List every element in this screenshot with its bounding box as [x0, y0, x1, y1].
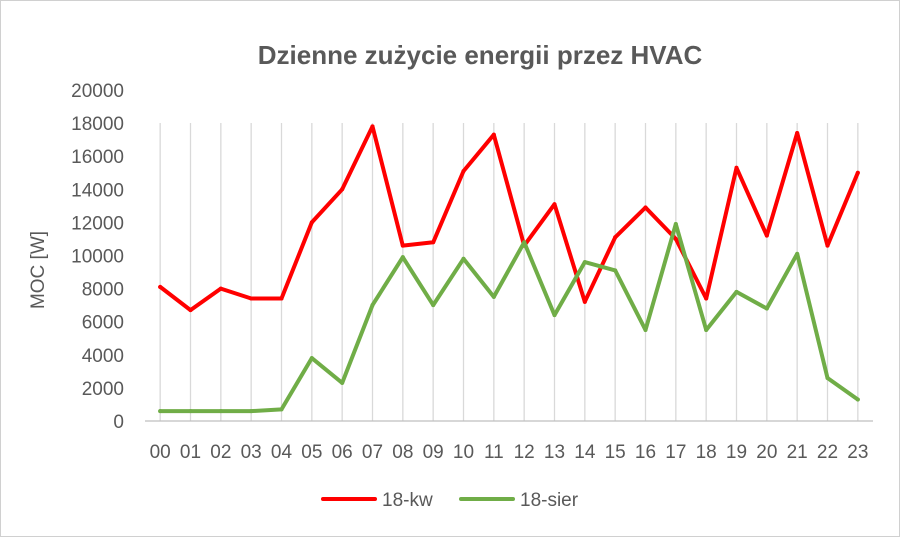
point-18-sier-15	[613, 268, 618, 273]
point-18-kw-08	[400, 243, 405, 248]
point-18-sier-19	[734, 289, 739, 294]
point-18-kw-06	[340, 187, 345, 192]
x-tick-20: 20	[756, 442, 777, 463]
point-18-kw-14	[582, 299, 587, 304]
y-tick-10000: 10000	[71, 247, 124, 268]
point-18-kw-05	[309, 220, 314, 225]
x-tick-12: 12	[514, 442, 535, 463]
x-tick-14: 14	[574, 442, 596, 463]
x-tick-10: 10	[453, 442, 474, 463]
point-18-sier-16	[643, 327, 648, 332]
y-tick-20000: 20000	[71, 81, 124, 102]
legend-label-18-sier: 18-sier	[520, 490, 579, 511]
point-18-sier-17	[673, 222, 678, 227]
y-tick-2000: 2000	[82, 379, 124, 400]
x-tick-15: 15	[605, 442, 626, 463]
point-18-kw-13	[552, 202, 557, 207]
x-tick-03: 03	[241, 442, 262, 463]
point-18-sier-05	[309, 356, 314, 361]
y-tick-6000: 6000	[82, 313, 124, 334]
x-tick-04: 04	[271, 442, 293, 463]
point-18-sier-13	[552, 313, 557, 318]
legend: 18-kw 18-sier	[321, 490, 579, 511]
point-18-kw-00	[158, 284, 163, 289]
series-line-18-sier	[158, 222, 860, 414]
point-18-kw-03	[249, 296, 254, 301]
point-18-kw-18	[704, 296, 709, 301]
point-18-sier-03	[249, 409, 254, 414]
chart-title: Dzienne zużycie energii przez HVAC	[258, 40, 703, 70]
point-18-sier-18	[704, 327, 709, 332]
y-tick-14000: 14000	[71, 180, 124, 201]
legend-label-18-kw: 18-kw	[382, 490, 433, 511]
point-18-kw-17	[673, 236, 678, 241]
x-tick-17: 17	[665, 442, 686, 463]
point-18-sier-10	[461, 256, 466, 261]
y-tick-labels: 0 2000 4000 6000 8000 10000 12000 14000 16000 180…	[71, 81, 124, 433]
point-18-sier-07	[370, 303, 375, 308]
point-18-kw-09	[431, 240, 436, 245]
point-18-sier-11	[491, 294, 496, 299]
x-tick-23: 23	[847, 442, 868, 463]
point-18-sier-09	[431, 303, 436, 308]
point-18-sier-01	[188, 409, 193, 414]
point-18-sier-22	[825, 375, 830, 380]
point-18-kw-16	[643, 205, 648, 210]
y-tick-0: 0	[113, 412, 124, 433]
point-18-kw-11	[491, 132, 496, 137]
x-tick-18: 18	[696, 442, 717, 463]
x-tick-19: 19	[726, 442, 747, 463]
y-tick-12000: 12000	[71, 213, 124, 234]
point-18-kw-23	[855, 170, 860, 175]
point-18-sier-20	[764, 306, 769, 311]
x-tick-08: 08	[392, 442, 413, 463]
point-18-kw-20	[764, 233, 769, 238]
x-tick-00: 00	[150, 442, 171, 463]
point-18-kw-21	[795, 131, 800, 136]
x-tick-labels: 00 01 02 03 04 05 06 07 08 09 10 11 12 13 14 15 16 17 18 19…	[150, 442, 869, 463]
point-18-sier-23	[855, 397, 860, 402]
point-18-kw-07	[370, 124, 375, 129]
y-tick-16000: 16000	[71, 147, 124, 168]
point-18-kw-19	[734, 165, 739, 170]
grid-lines	[159, 123, 859, 421]
point-18-kw-10	[461, 169, 466, 174]
point-18-kw-04	[279, 296, 284, 301]
y-axis-label: MOC [W]	[28, 231, 49, 309]
x-tick-07: 07	[362, 442, 383, 463]
point-18-sier-02	[218, 409, 223, 414]
y-tick-4000: 4000	[82, 346, 124, 367]
y-tick-8000: 8000	[82, 280, 124, 301]
series-lines	[158, 124, 860, 414]
x-tick-02: 02	[210, 442, 231, 463]
point-18-kw-22	[825, 243, 830, 248]
point-18-kw-15	[613, 235, 618, 240]
x-tick-05: 05	[301, 442, 322, 463]
point-18-sier-08	[400, 255, 405, 260]
point-18-sier-12	[522, 240, 527, 245]
x-tick-21: 21	[787, 442, 808, 463]
point-18-sier-00	[158, 409, 163, 414]
x-tick-11: 11	[484, 442, 504, 463]
x-tick-13: 13	[544, 442, 565, 463]
y-tick-18000: 18000	[71, 114, 124, 135]
point-18-sier-04	[279, 407, 284, 412]
point-18-kw-01	[188, 308, 193, 313]
series-line-18-kw	[158, 124, 860, 313]
x-tick-16: 16	[635, 442, 656, 463]
x-tick-22: 22	[817, 442, 838, 463]
point-18-sier-14	[582, 260, 587, 265]
x-tick-09: 09	[423, 442, 444, 463]
x-tick-01: 01	[180, 442, 201, 463]
x-tick-06: 06	[332, 442, 353, 463]
point-18-sier-06	[340, 380, 345, 385]
point-18-kw-02	[218, 286, 223, 291]
point-18-sier-21	[795, 251, 800, 256]
